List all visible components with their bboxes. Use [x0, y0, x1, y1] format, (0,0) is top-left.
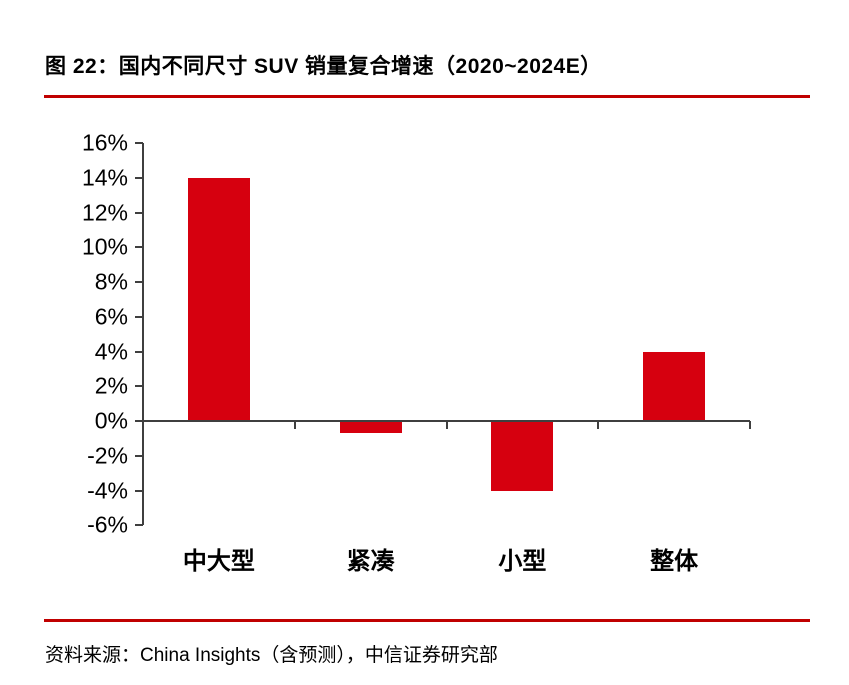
x-axis-tick	[445, 421, 448, 429]
x-axis-tick	[293, 421, 296, 429]
y-axis-tick-label: 0%	[94, 407, 128, 434]
y-axis-tick	[135, 176, 143, 179]
x-axis-tick	[749, 421, 751, 429]
x-axis-tick	[597, 421, 600, 429]
y-axis-tick-label: -6%	[87, 511, 128, 538]
title-divider-line	[44, 95, 810, 98]
y-axis-tick	[135, 385, 143, 388]
source-divider-line	[44, 619, 810, 622]
y-axis-tick	[135, 315, 143, 318]
x-category-label: 中大型	[182, 548, 255, 575]
y-axis-tick-label: -4%	[87, 477, 128, 503]
y-axis-tick-label: 4%	[94, 338, 128, 364]
y-axis-line	[142, 143, 144, 526]
y-axis-tick	[135, 420, 143, 422]
y-axis-tick-label: 8%	[94, 268, 128, 295]
bar-中大型	[187, 177, 250, 421]
y-axis-tick	[135, 524, 143, 527]
y-axis-tick-label: 2%	[94, 372, 128, 399]
figure-title: 图 22：国内不同尺寸 SUV 销量复合增速（2020~2024E）	[45, 55, 602, 78]
y-axis-tick	[135, 350, 143, 353]
x-category-label: 小型	[498, 548, 547, 575]
y-axis-tick-label: 10%	[81, 233, 128, 260]
y-axis-tick	[135, 246, 143, 249]
y-axis-tick	[135, 454, 143, 457]
y-axis-tick-label: 16%	[81, 129, 128, 156]
source-note: 资料来源：China Insights（含预测），中信证券研究部	[45, 645, 498, 666]
bar-整体	[643, 351, 706, 421]
y-axis-tick	[135, 489, 143, 492]
y-axis-tick	[135, 142, 143, 144]
x-category-label: 整体	[650, 548, 699, 575]
y-axis-tick	[135, 281, 143, 283]
y-axis-tick	[135, 211, 143, 214]
x-category-label: 紧凑	[346, 548, 395, 575]
y-axis-tick-label: 6%	[94, 303, 128, 330]
y-axis-tick-label: -2%	[87, 442, 128, 469]
y-axis-tick-label: 12%	[81, 199, 128, 225]
bar-小型	[491, 421, 554, 491]
y-axis-tick-label: 14%	[81, 164, 128, 191]
bar-紧凑	[339, 421, 402, 434]
